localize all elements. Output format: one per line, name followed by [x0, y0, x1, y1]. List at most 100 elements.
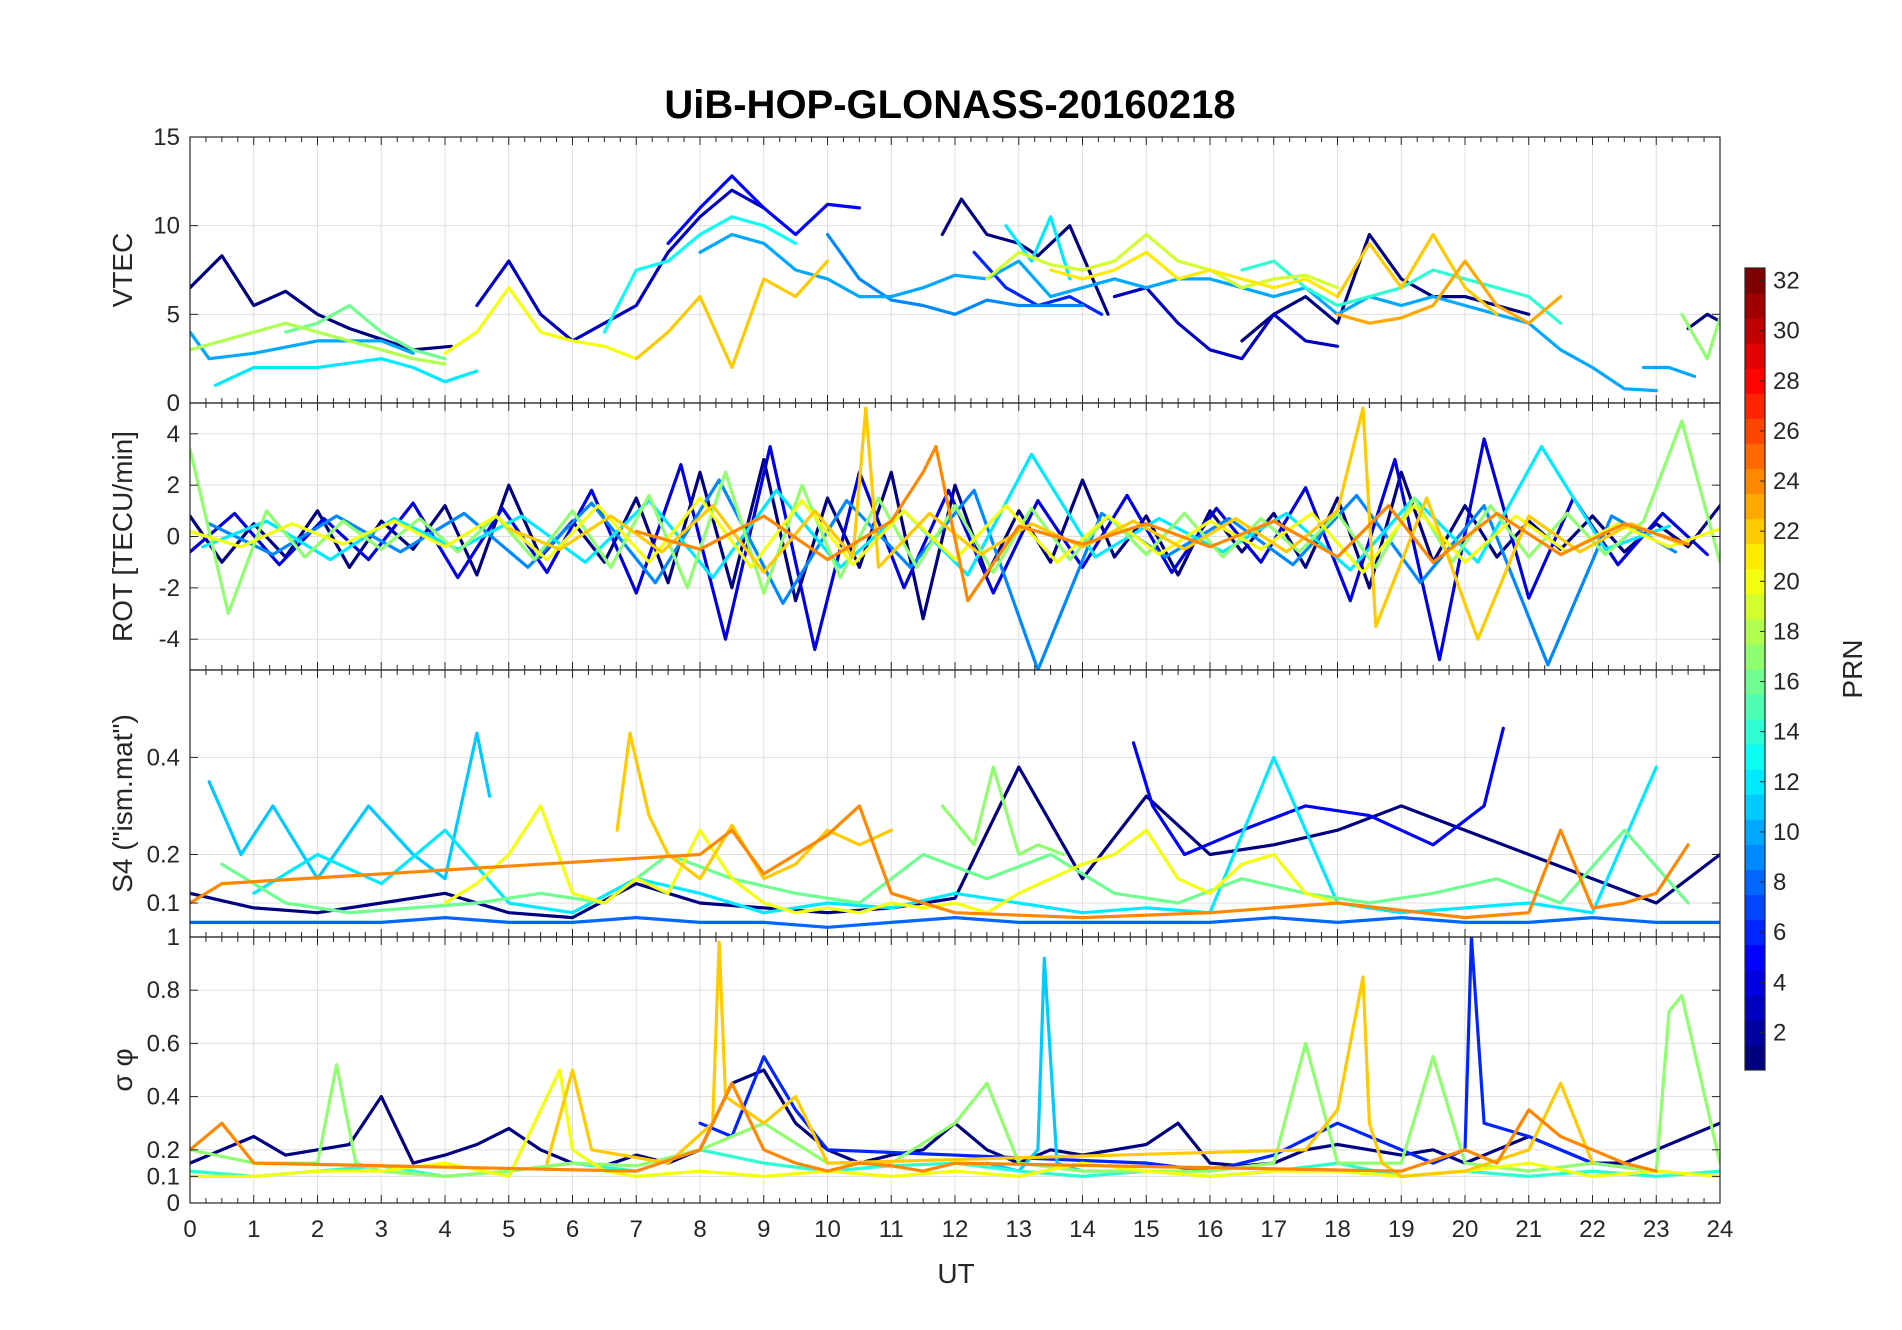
colorbar-tick-label: 32 [1773, 268, 1800, 295]
series-prn-8 [190, 916, 1720, 929]
y-tick-label: 0 [167, 524, 180, 551]
series-prn-19 [985, 232, 1340, 290]
x-tick-label: 8 [693, 1216, 706, 1243]
colorbar-label: PRN [1837, 639, 1868, 698]
series-prn-12 [1004, 215, 1072, 281]
y-tick-label: 0 [167, 1190, 180, 1217]
series-prn-20 [443, 286, 638, 361]
colorbar-tick-label: 20 [1773, 568, 1800, 595]
colorbar-segment [1745, 869, 1765, 896]
y-tick-label: 5 [167, 301, 180, 328]
x-axis-label: UT [937, 1258, 974, 1289]
colorbar-segment [1745, 493, 1765, 520]
colorbar-segment [1745, 593, 1765, 620]
colorbar-tick-label: 4 [1773, 969, 1786, 996]
x-tick-label: 10 [814, 1216, 841, 1243]
colorbar-tick-label: 14 [1773, 719, 1800, 746]
series-prn-20 [190, 496, 1720, 574]
series-prn-3 [1112, 286, 1340, 361]
series-prn-9 [825, 232, 1085, 316]
series-prn-1 [190, 765, 1720, 920]
y-tick-label: 10 [153, 213, 180, 240]
y-axis-label: S4 ("ism.mat") [107, 714, 138, 893]
colorbar-segment [1745, 894, 1765, 921]
colorbar-segment [1745, 719, 1765, 745]
series-prn-23 [1335, 259, 1563, 325]
x-tick-label: 21 [1515, 1216, 1542, 1243]
series-prn-22 [615, 731, 893, 881]
series-prn-12 [213, 357, 479, 387]
colorbar-segment [1745, 769, 1765, 795]
series-prn-18 [190, 321, 447, 366]
y-tick-label: 0.1 [147, 1163, 180, 1190]
y-tick-label: 0.6 [147, 1030, 180, 1057]
colorbar-segment [1745, 543, 1765, 570]
x-tick-label: 20 [1452, 1216, 1479, 1243]
x-tick-label: 24 [1707, 1216, 1734, 1243]
series-prn-17 [190, 993, 1720, 1178]
series-prn-22 [634, 259, 830, 370]
chart-title: UiB-HOP-GLONASS-20160218 [664, 83, 1235, 127]
series-prn-5 [666, 174, 861, 245]
series-prn-10 [190, 330, 415, 361]
colorbar-segment [1745, 293, 1765, 319]
y-tick-label: 4 [167, 421, 180, 448]
colorbar-segment [1745, 618, 1765, 645]
x-tick-label: 11 [879, 1216, 904, 1243]
series-prn-24 [634, 445, 1690, 603]
series-prn-10 [1641, 365, 1697, 378]
y-tick-label: -2 [159, 575, 180, 602]
colorbar-segment [1745, 844, 1765, 870]
series-prn-1 [190, 457, 1720, 621]
series-prn-1 [1686, 312, 1720, 331]
panel-4: 00.10.2 0.4 0.6 0.8 1 σ φ [107, 924, 1721, 1217]
x-tick-label: 5 [502, 1216, 515, 1243]
y-tick-label: 0.2 [147, 1137, 180, 1164]
colorbar-tick-label: 2 [1773, 1019, 1786, 1046]
y-tick-label: 0.2 [147, 841, 180, 868]
x-tick-label: 22 [1579, 1216, 1606, 1243]
colorbar-segment [1745, 418, 1765, 444]
colorbar-segment [1745, 744, 1765, 770]
series-prn-13 [602, 215, 798, 334]
y-tick-label: -4 [159, 626, 180, 653]
y-tick-label: 0 [167, 390, 180, 417]
colorbar-tick-label: 18 [1773, 618, 1800, 645]
y-tick-label: 0.4 [147, 744, 180, 771]
series-prn-3 [475, 188, 766, 343]
series-prn-17 [1680, 312, 1720, 361]
colorbar-tick-label: 6 [1773, 919, 1786, 946]
colorbar-segment [1745, 368, 1765, 394]
series-prn-11 [207, 731, 492, 881]
series-prn-12 [252, 755, 1658, 915]
colorbar-frame [1744, 267, 1766, 1071]
colorbar-segment [1745, 393, 1765, 419]
panel-1: 0 5 10 15 VTEC [107, 124, 1721, 417]
colorbar-segment [1745, 568, 1765, 595]
series-prn-22 [507, 406, 1684, 641]
colorbar-segment [1745, 1044, 1765, 1071]
colorbar-segment [1745, 343, 1765, 369]
panel-3: 0.1 0.2 0.4 S4 ("ism.mat") [107, 669, 1721, 938]
x-tick-label: 15 [1133, 1216, 1160, 1243]
y-tick-label: 0.8 [147, 977, 180, 1004]
series-prn-6 [698, 937, 1658, 1173]
series-prn-16 [284, 303, 447, 361]
colorbar-tick-label: 22 [1773, 518, 1800, 545]
x-tick-label: 18 [1324, 1216, 1351, 1243]
colorbar-segment [1745, 318, 1765, 344]
y-tick-label: 2 [167, 472, 180, 499]
y-tick-label: 0.4 [147, 1084, 180, 1111]
series-prn-1 [190, 254, 453, 352]
y-tick-label: 0.1 [147, 890, 180, 917]
colorbar-segment [1745, 669, 1765, 695]
x-tick-label: 17 [1260, 1216, 1287, 1243]
colorbar-segment [1745, 1019, 1765, 1046]
x-tick-label: 23 [1643, 1216, 1670, 1243]
series-prn-4 [190, 437, 1709, 662]
x-tick-label: 14 [1069, 1216, 1096, 1243]
series-prn-22 [1335, 232, 1499, 316]
panel-2: -4 -2 0 2 4 ROT [TECU/min] [107, 402, 1721, 671]
x-tick-label: 7 [630, 1216, 643, 1243]
